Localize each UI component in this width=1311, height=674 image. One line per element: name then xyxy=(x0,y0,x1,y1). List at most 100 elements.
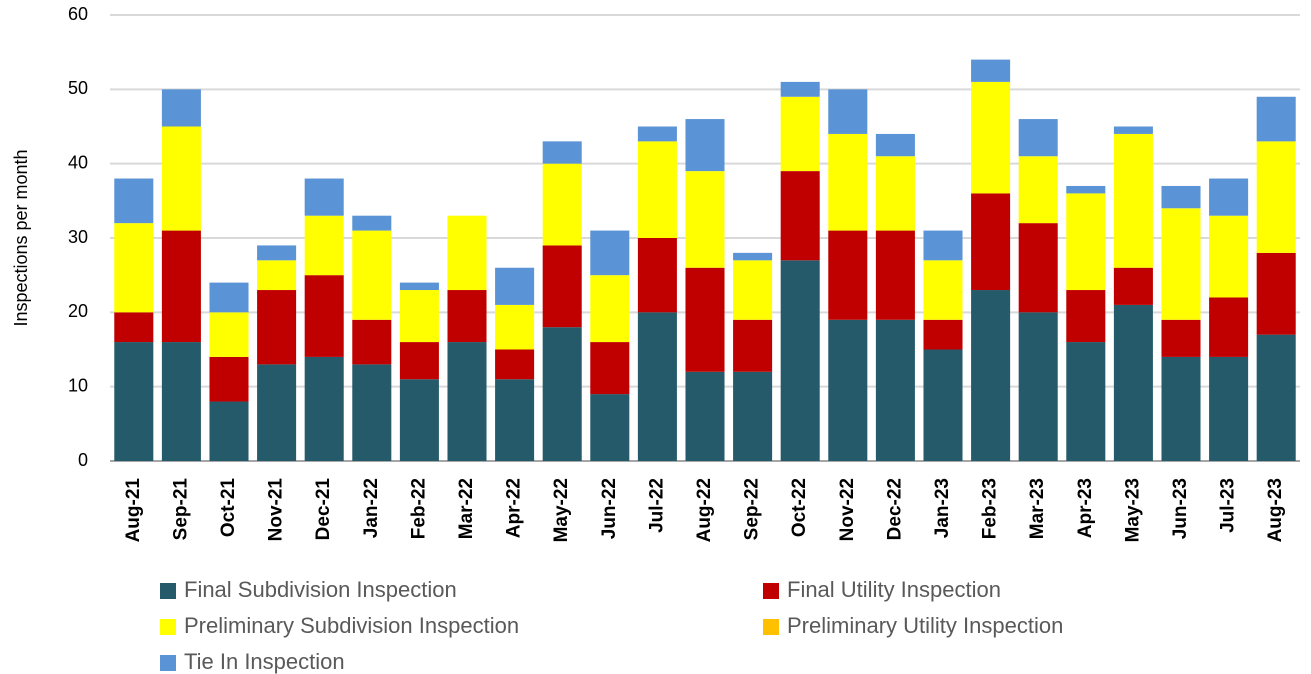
bar-segment xyxy=(1209,297,1249,357)
bar-segment xyxy=(257,260,297,291)
bar-segment xyxy=(114,223,154,313)
bar-segment xyxy=(1161,319,1201,357)
bar-segment xyxy=(1113,304,1153,461)
y-tick-label: 0 xyxy=(78,450,88,470)
bar-segment xyxy=(1256,141,1296,253)
bar-segment xyxy=(542,245,582,328)
bar-segment xyxy=(447,215,487,291)
x-tick-label: Jul-23 xyxy=(1218,478,1239,533)
bar-segment xyxy=(733,252,773,261)
bar-segment xyxy=(352,364,392,461)
x-tick-label: Mar-22 xyxy=(456,478,477,539)
bar-segment xyxy=(971,59,1011,82)
bar-segment xyxy=(209,282,249,313)
bar-segment xyxy=(161,126,201,231)
bar-segment xyxy=(1066,290,1106,343)
bar-segment xyxy=(1113,133,1153,268)
bar-segment xyxy=(257,364,297,461)
legend-label: Final Utility Inspection xyxy=(787,577,1001,602)
legend-swatch xyxy=(763,619,779,635)
legend-label: Preliminary Subdivision Inspection xyxy=(184,613,519,638)
bar-segment xyxy=(780,171,820,261)
bar-segment xyxy=(352,319,392,365)
bar-segment xyxy=(1161,185,1201,209)
x-tick-label: Oct-21 xyxy=(218,478,239,538)
bar-segment xyxy=(1256,252,1296,335)
y-tick-label: 60 xyxy=(68,4,88,24)
bar-segment xyxy=(923,230,963,261)
y-tick-label: 10 xyxy=(68,375,88,395)
bar-segment xyxy=(352,230,392,320)
bar-segment xyxy=(161,342,201,461)
x-tick-label: Nov-21 xyxy=(266,478,287,542)
bar-segment xyxy=(780,81,820,97)
x-tick-label: Apr-22 xyxy=(504,478,525,538)
bar-segment xyxy=(1066,185,1106,194)
bar-segment xyxy=(923,260,963,320)
bar-segment xyxy=(780,96,820,172)
bar-segment xyxy=(590,275,630,343)
bar-segment xyxy=(733,319,773,372)
bar-segment xyxy=(590,394,630,461)
bar-segment xyxy=(1209,215,1249,298)
bar-segment xyxy=(828,89,868,134)
bar-segment xyxy=(828,230,868,320)
bar-segment xyxy=(1066,193,1106,291)
bar-segment xyxy=(399,342,439,380)
x-tick-label: Aug-22 xyxy=(694,478,715,542)
bar-segment xyxy=(1113,126,1153,134)
bar-segment xyxy=(1066,342,1106,461)
x-tick-label: Aug-21 xyxy=(123,478,144,543)
bar-segment xyxy=(1161,208,1201,320)
bar-segment xyxy=(590,342,630,395)
x-tick-label: Mar-23 xyxy=(1027,478,1048,539)
x-tick-label: Dec-22 xyxy=(884,478,905,540)
bar-segment xyxy=(685,171,725,268)
bar-segment xyxy=(828,133,868,231)
bar-segment xyxy=(637,126,677,142)
bar-segment xyxy=(923,349,963,461)
bar-segment xyxy=(971,193,1011,291)
bar-segment xyxy=(495,267,535,305)
bar-segment xyxy=(114,342,154,461)
bar-segment xyxy=(1113,267,1153,305)
y-tick-label: 30 xyxy=(68,227,88,247)
bar-segment xyxy=(161,230,201,343)
x-tick-label: Jan-23 xyxy=(932,478,953,538)
bar-segment xyxy=(875,230,915,320)
x-tick-label: Oct-22 xyxy=(789,478,810,537)
y-tick-label: 50 xyxy=(68,78,88,98)
x-tick-label: Feb-22 xyxy=(408,478,429,539)
bar-segment xyxy=(1018,119,1058,157)
bar-segment xyxy=(1209,178,1249,216)
bar-segment xyxy=(542,163,582,246)
bar-segment xyxy=(161,89,201,127)
bar-segment xyxy=(733,371,773,461)
legend-swatch xyxy=(160,655,176,671)
bar-segment xyxy=(828,319,868,461)
bar-segment xyxy=(590,230,630,276)
bar-segment xyxy=(685,267,725,372)
bar-segment xyxy=(733,260,773,320)
bar-segment xyxy=(304,215,344,276)
bar-segment xyxy=(495,379,535,461)
bar-segment xyxy=(637,238,677,313)
bar-segment xyxy=(1161,356,1201,461)
bar-segment xyxy=(875,133,915,157)
bar-segment xyxy=(209,401,249,461)
x-tick-label: Feb-23 xyxy=(980,478,1001,539)
bar-segment xyxy=(1256,334,1296,461)
x-tick-label: Aug-23 xyxy=(1265,478,1286,542)
x-tick-label: Jan-22 xyxy=(361,478,382,538)
x-tick-label: Sep-21 xyxy=(170,478,191,541)
bar-segment xyxy=(875,156,915,231)
bar-segment xyxy=(780,260,820,461)
x-tick-label: Sep-22 xyxy=(742,478,763,540)
bar-segment xyxy=(495,349,535,380)
bar-segment xyxy=(875,319,915,461)
bar-segment xyxy=(637,312,677,461)
y-tick-label: 20 xyxy=(68,301,88,321)
legend-label: Tie In Inspection xyxy=(184,649,345,674)
bar-segment xyxy=(685,119,725,172)
bar-segment xyxy=(685,371,725,461)
